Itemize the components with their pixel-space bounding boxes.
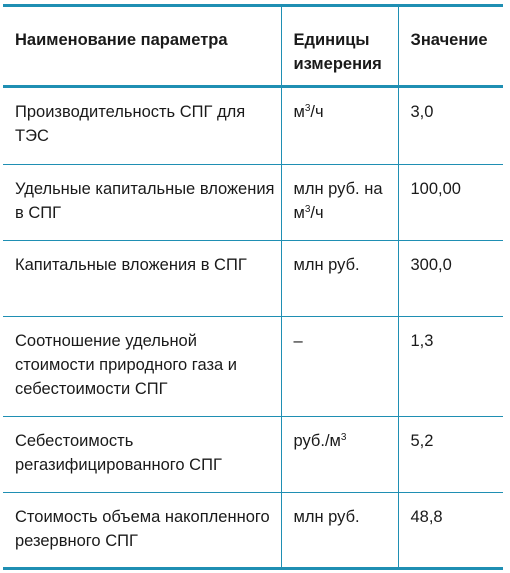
units-cell: м3/ч xyxy=(280,86,398,165)
table-row: Стоимость объема накопленного резервного… xyxy=(3,492,503,570)
units-cell: млн руб. xyxy=(280,492,398,570)
param-name-cell: Себестоимость регазифицированного СПГ xyxy=(3,416,281,493)
table-row: Соотношение удельной стоимости природног… xyxy=(3,316,503,417)
table-row: Капитальные вложения в СПГ млн руб. 300,… xyxy=(3,240,503,317)
unit-superscript: 3 xyxy=(304,103,311,114)
unit-tail: /ч xyxy=(310,103,324,121)
unit-text: м xyxy=(293,103,305,121)
header-parameter-name: Наименование параметра xyxy=(3,4,281,88)
units-cell: млн руб. на м3/ч xyxy=(280,164,398,241)
param-name-cell: Капитальные вложения в СПГ xyxy=(3,240,281,317)
value-cell: 100,00 xyxy=(397,164,503,241)
value-cell: 300,0 xyxy=(397,240,503,317)
parameters-table: Наименование параметра Единицы измерения… xyxy=(3,4,503,570)
unit-text: млн руб. xyxy=(293,508,360,526)
table-row: Себестоимость регазифицированного СПГ ру… xyxy=(3,416,503,493)
unit-tail: /ч xyxy=(310,204,324,222)
unit-superscript: 3 xyxy=(340,432,347,443)
unit-superscript: 3 xyxy=(304,204,311,215)
unit-text: руб./м xyxy=(293,432,341,450)
parameters-table-container: Наименование параметра Единицы измерения… xyxy=(3,4,503,570)
unit-text: млн руб. xyxy=(293,256,360,274)
header-value: Значение xyxy=(397,4,503,88)
value-cell: 48,8 xyxy=(397,492,503,570)
table-row: Производительность СПГ для ТЭС м3/ч 3,0 xyxy=(3,86,503,165)
param-name-cell: Соотношение удельной стоимости природног… xyxy=(3,316,281,417)
table-row: Удельные капитальные вложения в СПГ млн … xyxy=(3,164,503,241)
param-name-cell: Удельные капитальные вложения в СПГ xyxy=(3,164,281,241)
value-cell: 5,2 xyxy=(397,416,503,493)
header-units: Единицы измерения xyxy=(280,4,398,88)
param-name-cell: Производительность СПГ для ТЭС xyxy=(3,86,281,165)
param-name-cell: Стоимость объема накопленного резервного… xyxy=(3,492,281,570)
table-header-row: Наименование параметра Единицы измерения… xyxy=(3,4,503,88)
value-cell: 3,0 xyxy=(397,86,503,165)
units-cell: млн руб. xyxy=(280,240,398,317)
units-cell: – xyxy=(280,316,398,417)
unit-text: млн руб. на м xyxy=(293,180,383,222)
units-cell: руб./м3 xyxy=(280,416,398,493)
unit-text: – xyxy=(293,332,303,350)
value-cell: 1,3 xyxy=(397,316,503,417)
